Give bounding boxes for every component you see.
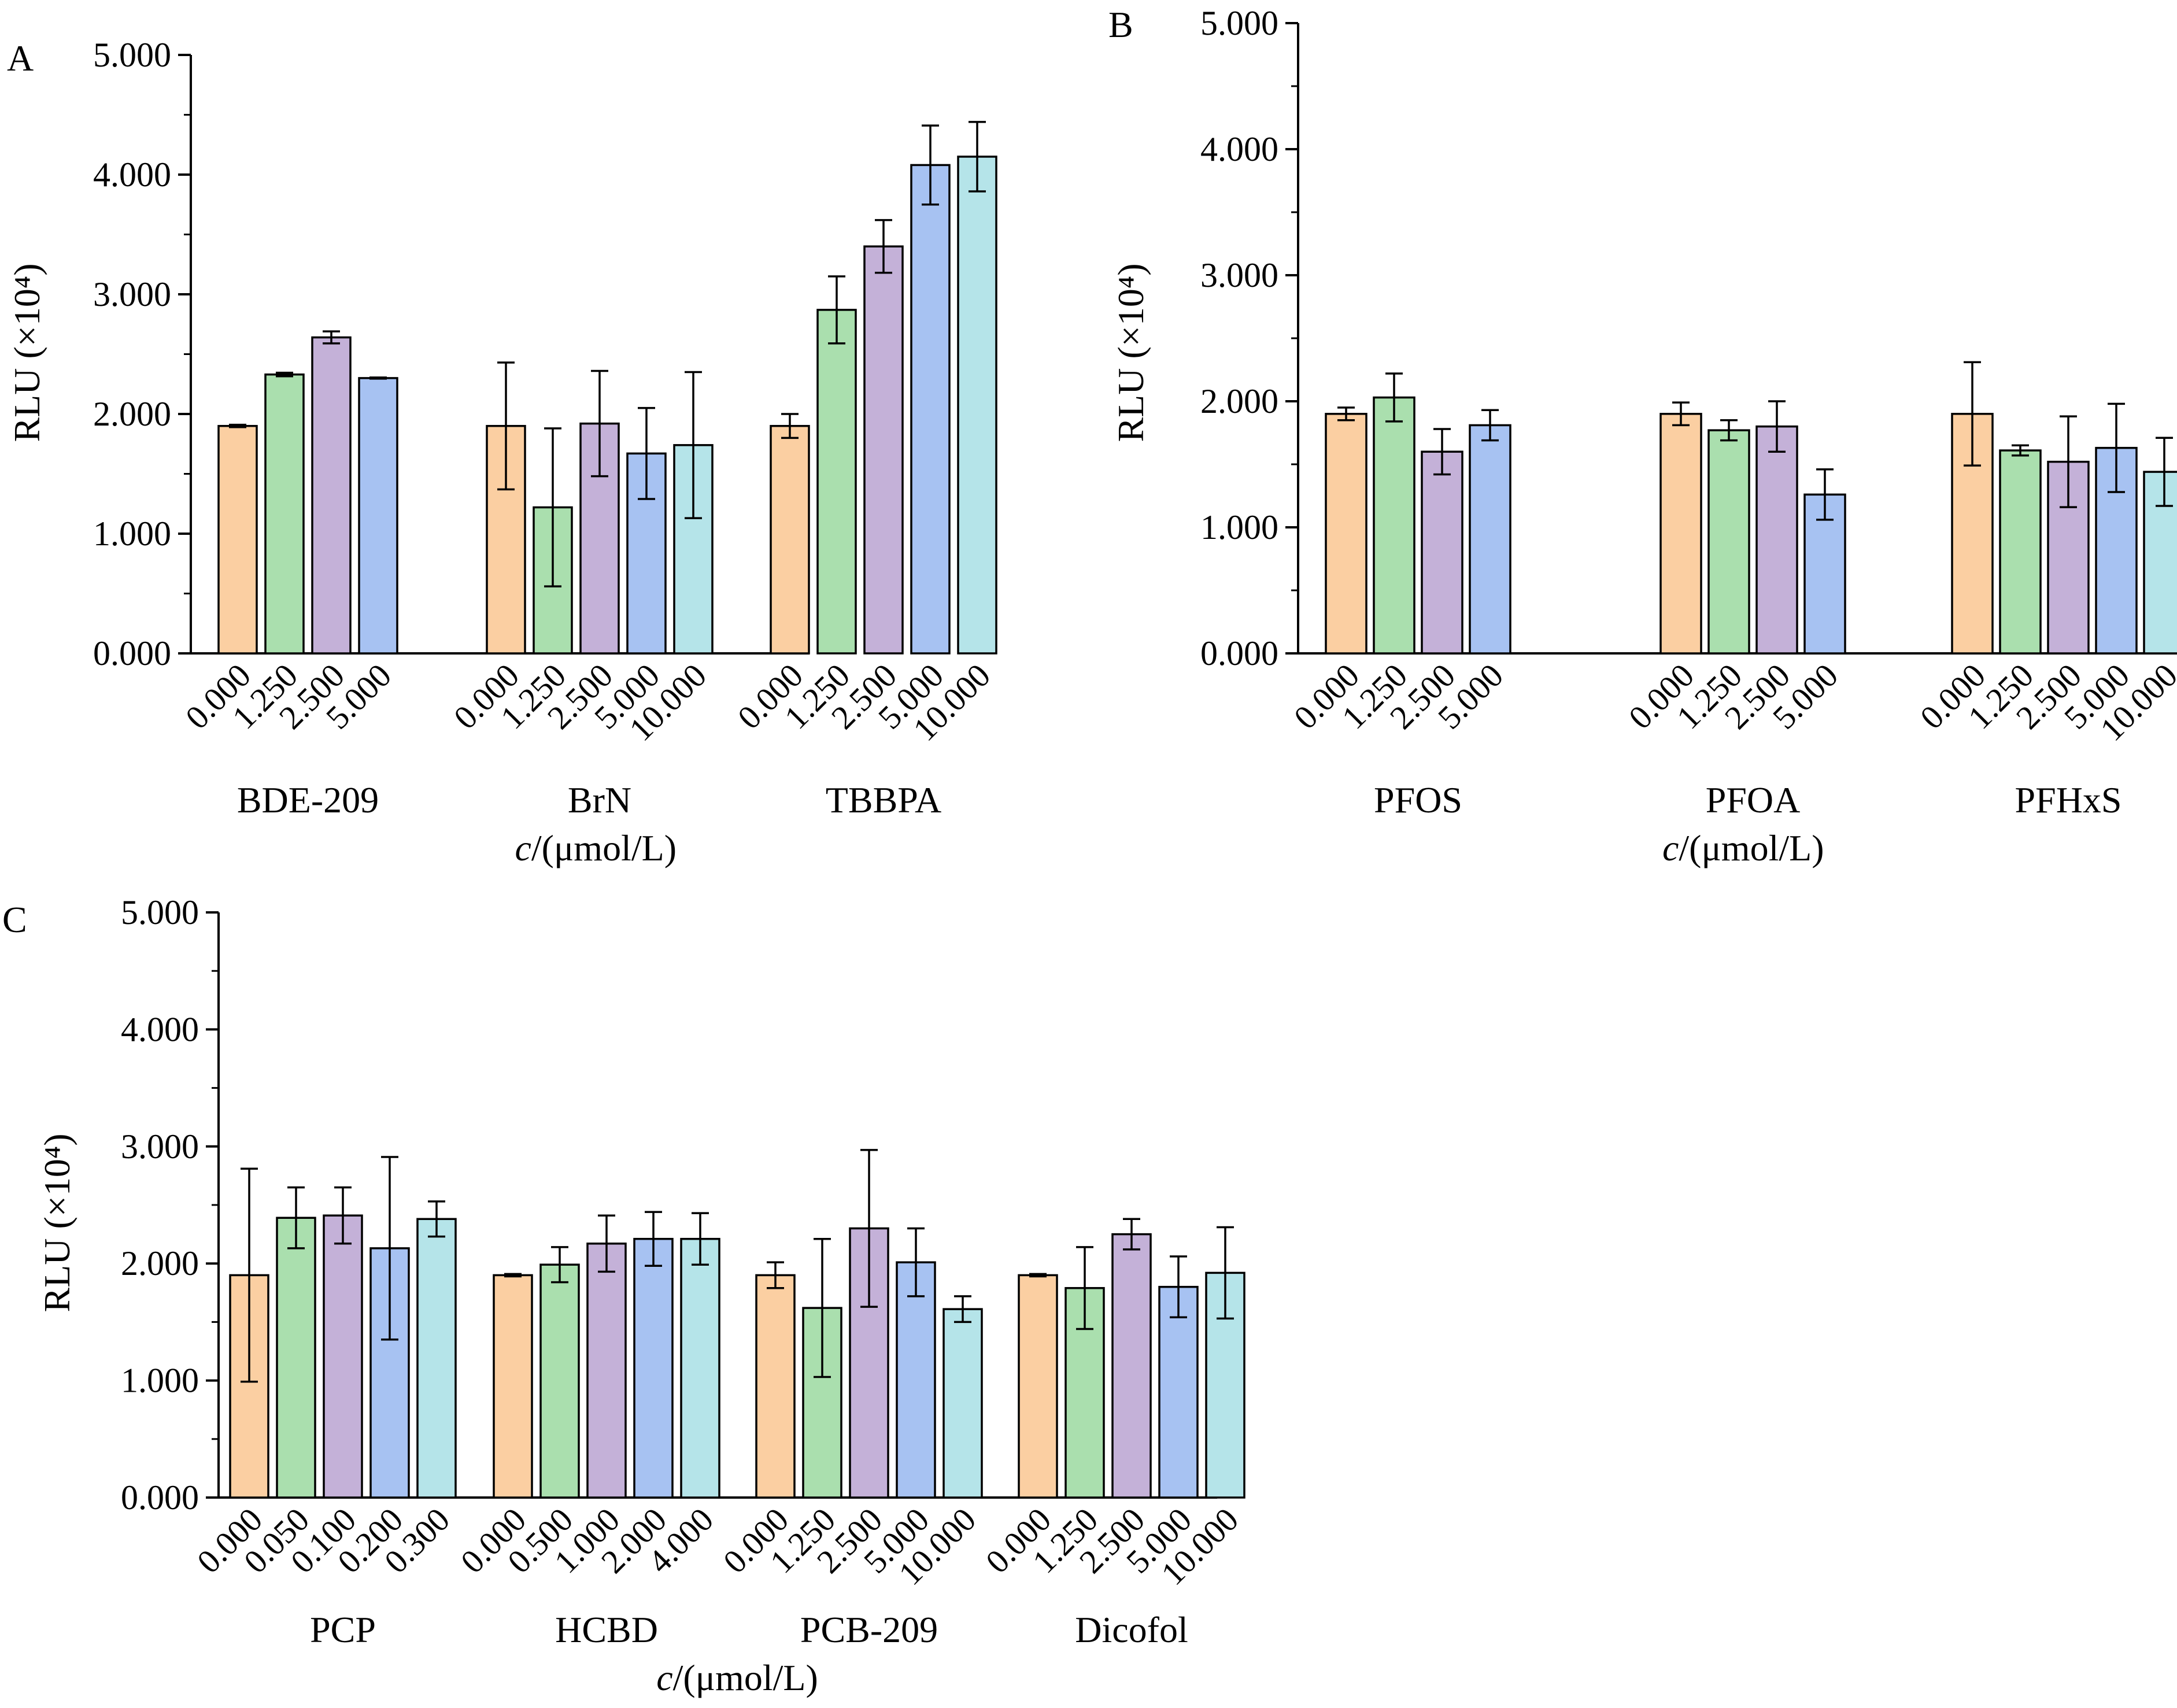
group-label: PCP <box>310 1609 376 1650</box>
bar-bde-209-5.000 <box>358 377 398 655</box>
y-axis-title: RLU (×10⁴) <box>6 263 47 442</box>
bar-pcb-209-0.000 <box>755 1274 796 1499</box>
bar-pcp-0.100 <box>323 1214 363 1499</box>
group-label: HCBD <box>555 1609 658 1650</box>
y-tick-label: 3.000 <box>1200 256 1278 294</box>
bar-bde-209-1.250 <box>264 373 305 655</box>
y-tick-label: 5.000 <box>93 36 171 74</box>
bar-pfos-5.000 <box>1469 424 1511 655</box>
panel-label: A <box>7 38 34 79</box>
bar-pfoa-1.250 <box>1707 429 1750 655</box>
bar-hcbd-2.000 <box>633 1237 674 1499</box>
bar-pfos-1.250 <box>1373 396 1415 655</box>
y-tick-label: 4.000 <box>93 156 171 194</box>
x-axis-title: c/(μmol/L) <box>656 1657 818 1698</box>
y-tick-label: 2.000 <box>121 1244 199 1282</box>
bar-pfhxs-5.000 <box>2095 446 2138 655</box>
y-tick-label: 3.000 <box>93 275 171 313</box>
y-tick-label: 5.000 <box>121 893 199 931</box>
group-label: Dicofol <box>1075 1609 1188 1650</box>
panel-label: C <box>2 899 27 940</box>
y-axis-title: RLU (×10⁴) <box>1110 263 1151 442</box>
panel-c-chart: C 0.000 1.000 2.000 3.000 4.000 5.000 RLU (×10⁴… <box>2 893 1245 1698</box>
bar-pfos-2.500 <box>1421 450 1463 655</box>
bar-dicofol-0.000 <box>1018 1274 1058 1499</box>
group-label: PFHxS <box>2015 779 2122 820</box>
bar-bde-209-2.500 <box>311 336 352 655</box>
bar-pcb-209-10.000 <box>942 1308 983 1499</box>
bar-tbbpa-1.250 <box>816 309 857 655</box>
bar-dicofol-2.500 <box>1111 1233 1152 1499</box>
group-label: PCB-209 <box>800 1609 938 1650</box>
y-tick-label: 0.000 <box>121 1478 199 1517</box>
y-tick-label: 2.000 <box>93 395 171 433</box>
group-label: PFOS <box>1374 779 1462 820</box>
bar-hcbd-4.000 <box>680 1237 720 1499</box>
bar-tbbpa-2.500 <box>863 245 904 655</box>
bar-pcp-0.050 <box>276 1217 316 1499</box>
y-tick-label: 1.000 <box>121 1362 199 1400</box>
y-tick-label: 4.000 <box>121 1010 199 1048</box>
y-tick-label: 0.000 <box>1200 634 1278 672</box>
y-tick-label: 2.000 <box>1200 382 1278 420</box>
group-label: PFOA <box>1706 779 1801 820</box>
bar-pcp-0.300 <box>416 1218 457 1499</box>
group-label: TBBPA <box>826 779 941 820</box>
bar-tbbpa-0.000 <box>770 424 810 655</box>
panel-label: B <box>1108 4 1133 45</box>
bar-hcbd-0.500 <box>539 1263 580 1499</box>
group-label: BrN <box>568 779 631 820</box>
bar-bde-209-0.000 <box>217 424 258 655</box>
bar-hcbd-0.000 <box>493 1274 533 1499</box>
y-tick-label: 0.000 <box>93 634 171 672</box>
bar-tbbpa-10.000 <box>957 156 997 655</box>
y-tick-label: 5.000 <box>1200 4 1278 42</box>
bar-pfos-0.000 <box>1325 413 1367 655</box>
group-label: BDE-209 <box>237 779 379 820</box>
bar-pfoa-0.000 <box>1659 413 1702 655</box>
y-tick-label: 1.000 <box>1200 508 1278 546</box>
y-tick-label: 1.000 <box>93 515 171 553</box>
y-tick-label: 4.000 <box>1200 130 1278 168</box>
bar-dicofol-5.000 <box>1158 1285 1199 1499</box>
bar-tbbpa-5.000 <box>910 164 951 655</box>
x-axis-title: c/(μmol/L) <box>515 827 677 868</box>
bar-pcb-209-5.000 <box>896 1261 936 1499</box>
bar-pfhxs-0.000 <box>1951 413 1994 655</box>
bar-pfhxs-10.000 <box>2143 471 2177 655</box>
panel-b-chart: B 0.000 1.000 2.000 3.000 4.000 5.000 RLU (×10⁴… <box>1108 4 2177 868</box>
y-axis-title: RLU (×10⁴) <box>36 1133 77 1312</box>
y-tick-label: 3.000 <box>121 1127 199 1166</box>
bar-hcbd-1.000 <box>586 1243 627 1499</box>
x-axis-title: c/(μmol/L) <box>1662 827 1824 868</box>
bar-pfhxs-1.250 <box>1999 449 2042 655</box>
panel-a-chart: A 0.000 1.000 2.000 3.000 4.000 5.000 RLU (×10⁴… <box>6 36 997 868</box>
bar-pfoa-2.500 <box>1755 425 1798 655</box>
